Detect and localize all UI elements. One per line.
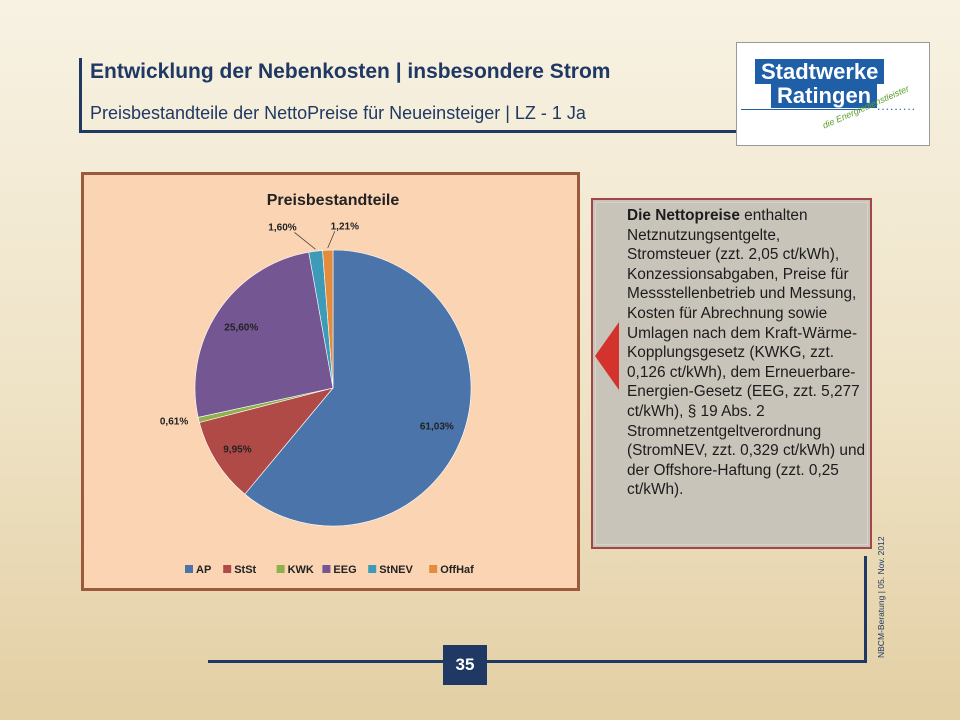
pie-slice-eeg <box>194 251 334 418</box>
title-accent-bar <box>79 58 82 132</box>
legend-swatch-eeg <box>322 565 331 573</box>
data-label-offhaf: 1,21% <box>331 221 359 232</box>
clipping-body: enthalten Netznutzungsentgelte, Stromste… <box>627 207 866 499</box>
chart-legend: AP StSt KWK EEG StNEV OffHaf <box>185 564 474 576</box>
legend-swatch-stnev <box>368 565 377 573</box>
legend-swatch-ap <box>185 565 193 573</box>
legend-swatch-stst <box>223 565 232 573</box>
legend-swatch-offhaf <box>429 565 438 573</box>
data-label-stst: 9,95% <box>223 445 251 456</box>
data-label-kwk: 0,61% <box>160 417 188 428</box>
footer-horizontal-line <box>208 660 867 663</box>
slide-title: Entwicklung der Nebenkosten | insbesonde… <box>90 60 611 83</box>
side-note: NBCM-Beratung | 05. Nov. 2012 <box>876 536 886 658</box>
pie-slices <box>194 249 472 527</box>
logo-line-1: Stadtwerke <box>755 59 885 84</box>
logo-rule <box>741 109 861 110</box>
stadtwerke-logo: Stadtwerke Ratingen ......... die Energi… <box>736 42 930 146</box>
legend-label-ap: AP <box>196 564 211 576</box>
data-label-stnev: 1,60% <box>268 222 296 233</box>
pie-chart: Preisbestandteile 61,03% 9,95% 0,61% 25,60%… <box>160 192 474 576</box>
logo-dots: ......... <box>877 99 917 113</box>
data-label-ap: 61,03% <box>420 421 454 432</box>
legend-label-stst: StSt <box>234 564 256 576</box>
logo-line-2: Ratingen <box>771 83 878 108</box>
clipping-bold-lead: Die Nettopreise <box>627 207 740 224</box>
page-number: 35 <box>443 645 487 685</box>
leader-line-stnev <box>294 232 316 250</box>
footer-vertical-line <box>864 556 867 662</box>
legend-swatch-kwk <box>276 565 285 573</box>
pie-chart-panel: Preisbestandteile 61,03% 9,95% 0,61% 25,60%… <box>81 172 580 591</box>
data-label-eeg: 25,60% <box>224 323 258 334</box>
slide-subtitle: Preisbestandteile der NettoPreise für Ne… <box>90 103 586 123</box>
chart-title: Preisbestandteile <box>267 192 400 209</box>
legend-label-kwk: KWK <box>288 564 314 576</box>
legend-label-stnev: StNEV <box>379 564 413 576</box>
pie-slice-labels: 61,03% 9,95% 0,61% 25,60% 1,60% 1,21% <box>160 221 454 455</box>
clipping-text: Die Nettopreise enthalten Netznutzungsen… <box>627 206 867 500</box>
pie-slice-ap <box>244 249 472 527</box>
pie-slice-stst <box>199 387 334 495</box>
title-underline <box>79 130 739 133</box>
leader-line-offhaf <box>327 231 336 249</box>
red-triangle-marker <box>595 322 619 390</box>
pie-slice-offhaf <box>322 249 334 389</box>
newspaper-clipping: Die Nettopreise enthalten Netznutzungsen… <box>591 198 872 549</box>
legend-label-eeg: EEG <box>333 564 356 576</box>
legend-label-offhaf: OffHaf <box>440 564 474 576</box>
